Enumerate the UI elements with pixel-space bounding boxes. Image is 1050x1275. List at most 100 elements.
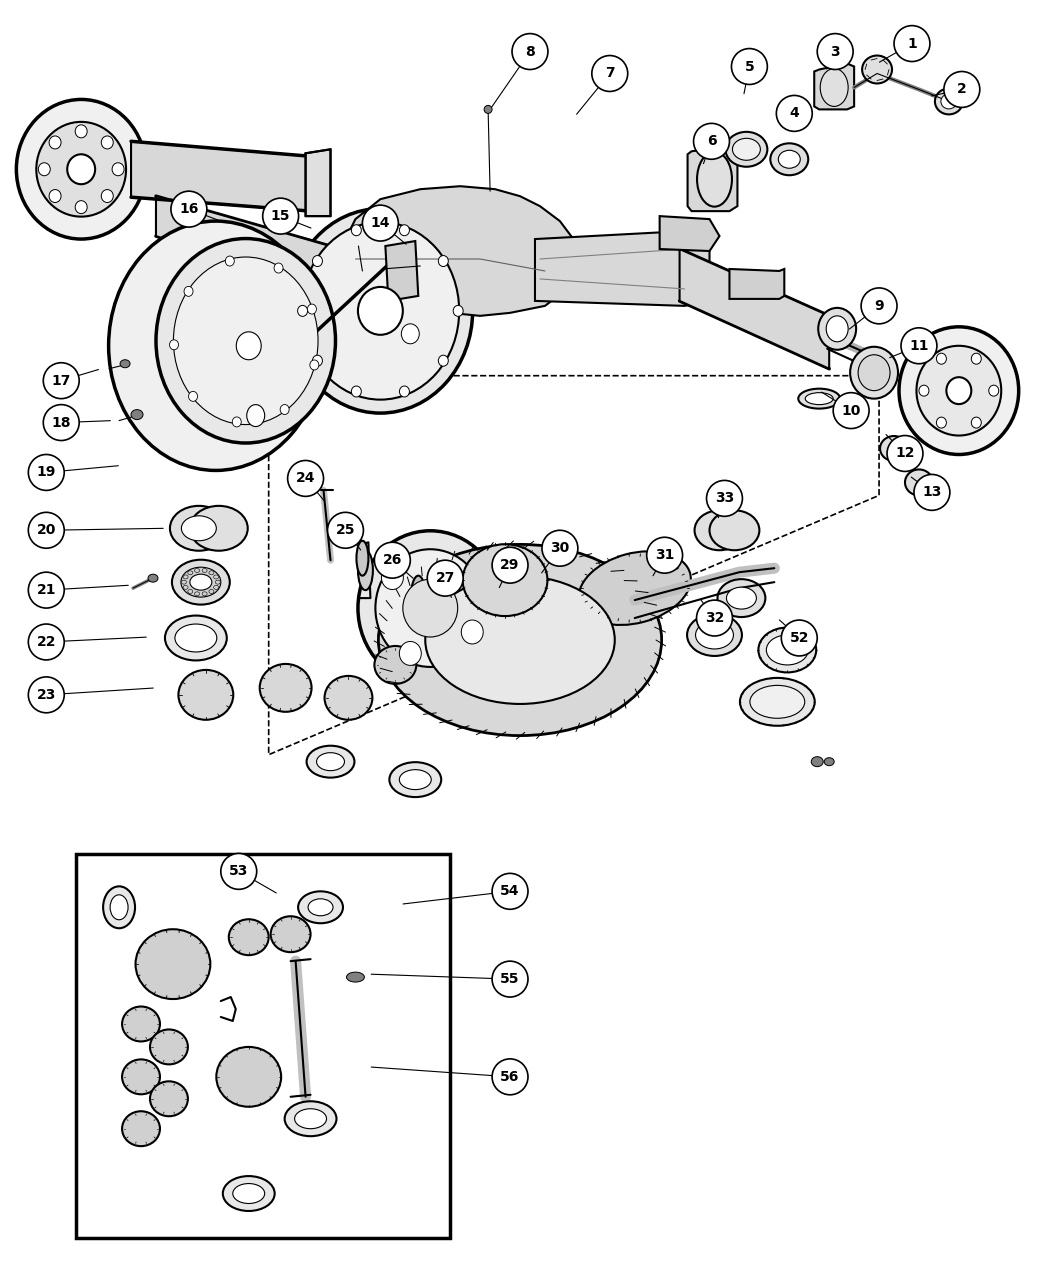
- Circle shape: [861, 288, 897, 324]
- Polygon shape: [730, 269, 784, 298]
- Ellipse shape: [190, 506, 248, 551]
- Ellipse shape: [122, 1112, 160, 1146]
- Text: 4: 4: [790, 106, 799, 120]
- Circle shape: [28, 623, 64, 660]
- Text: 29: 29: [501, 558, 520, 572]
- Text: 9: 9: [875, 298, 884, 312]
- Circle shape: [894, 26, 930, 61]
- Ellipse shape: [122, 1006, 160, 1042]
- Text: 11: 11: [909, 339, 928, 353]
- Circle shape: [781, 620, 817, 655]
- Ellipse shape: [194, 569, 200, 572]
- Circle shape: [43, 362, 79, 399]
- Ellipse shape: [399, 770, 432, 789]
- Ellipse shape: [108, 221, 323, 470]
- Ellipse shape: [229, 919, 269, 955]
- Circle shape: [43, 404, 79, 441]
- Ellipse shape: [122, 1060, 160, 1094]
- Text: 3: 3: [831, 45, 840, 59]
- Circle shape: [914, 474, 950, 510]
- Polygon shape: [659, 217, 719, 251]
- Ellipse shape: [297, 306, 308, 316]
- Ellipse shape: [687, 615, 742, 655]
- Ellipse shape: [862, 56, 892, 83]
- Ellipse shape: [181, 567, 220, 597]
- Ellipse shape: [17, 99, 146, 238]
- Ellipse shape: [463, 544, 547, 616]
- Circle shape: [542, 530, 578, 566]
- Circle shape: [887, 436, 923, 472]
- Text: 27: 27: [436, 571, 455, 585]
- Ellipse shape: [169, 340, 179, 349]
- Ellipse shape: [226, 256, 234, 266]
- Ellipse shape: [165, 616, 227, 660]
- Circle shape: [492, 961, 528, 997]
- Circle shape: [732, 48, 768, 84]
- Ellipse shape: [971, 417, 982, 428]
- Circle shape: [220, 853, 256, 890]
- Polygon shape: [385, 241, 418, 301]
- Text: 23: 23: [37, 687, 56, 701]
- Ellipse shape: [49, 190, 61, 203]
- Ellipse shape: [766, 635, 808, 666]
- Ellipse shape: [183, 585, 188, 589]
- Ellipse shape: [298, 891, 343, 923]
- Text: 20: 20: [37, 523, 56, 537]
- Circle shape: [492, 547, 528, 583]
- Text: 21: 21: [37, 583, 56, 597]
- Text: 15: 15: [271, 209, 291, 223]
- Ellipse shape: [37, 122, 126, 217]
- Ellipse shape: [378, 544, 662, 736]
- Ellipse shape: [740, 678, 815, 725]
- Ellipse shape: [425, 576, 614, 704]
- Ellipse shape: [233, 1183, 265, 1204]
- Ellipse shape: [148, 574, 158, 583]
- Ellipse shape: [173, 258, 318, 425]
- Ellipse shape: [67, 154, 96, 184]
- Ellipse shape: [215, 580, 220, 584]
- Text: 33: 33: [715, 491, 734, 505]
- Circle shape: [694, 124, 730, 159]
- Polygon shape: [336, 186, 580, 316]
- Ellipse shape: [135, 929, 210, 1000]
- Text: 26: 26: [382, 553, 402, 567]
- Ellipse shape: [203, 592, 207, 595]
- Ellipse shape: [189, 391, 197, 402]
- Text: 18: 18: [51, 416, 71, 430]
- Text: 16: 16: [180, 203, 198, 217]
- Ellipse shape: [733, 138, 760, 161]
- Text: 22: 22: [37, 635, 56, 649]
- Polygon shape: [688, 147, 737, 212]
- Circle shape: [262, 198, 298, 235]
- Ellipse shape: [307, 746, 355, 778]
- Ellipse shape: [937, 417, 946, 428]
- Text: 2: 2: [957, 83, 967, 97]
- Ellipse shape: [288, 209, 472, 413]
- Ellipse shape: [274, 263, 284, 273]
- Ellipse shape: [209, 589, 214, 593]
- Ellipse shape: [247, 404, 265, 427]
- Circle shape: [492, 1058, 528, 1095]
- Circle shape: [492, 873, 528, 909]
- Ellipse shape: [120, 360, 130, 367]
- Circle shape: [362, 205, 398, 241]
- Ellipse shape: [310, 360, 319, 370]
- Ellipse shape: [38, 163, 50, 176]
- Ellipse shape: [946, 377, 971, 404]
- Text: 56: 56: [501, 1070, 520, 1084]
- Text: 6: 6: [707, 134, 716, 148]
- Text: 1: 1: [907, 37, 917, 51]
- Circle shape: [375, 542, 411, 578]
- Circle shape: [28, 513, 64, 548]
- Ellipse shape: [170, 506, 228, 551]
- Circle shape: [944, 71, 980, 107]
- Ellipse shape: [694, 510, 744, 551]
- Ellipse shape: [695, 621, 734, 649]
- Circle shape: [427, 560, 463, 597]
- Ellipse shape: [223, 1176, 275, 1211]
- Text: 53: 53: [229, 864, 249, 878]
- Circle shape: [288, 460, 323, 496]
- Ellipse shape: [399, 224, 410, 236]
- Text: 25: 25: [336, 523, 355, 537]
- Ellipse shape: [798, 389, 840, 408]
